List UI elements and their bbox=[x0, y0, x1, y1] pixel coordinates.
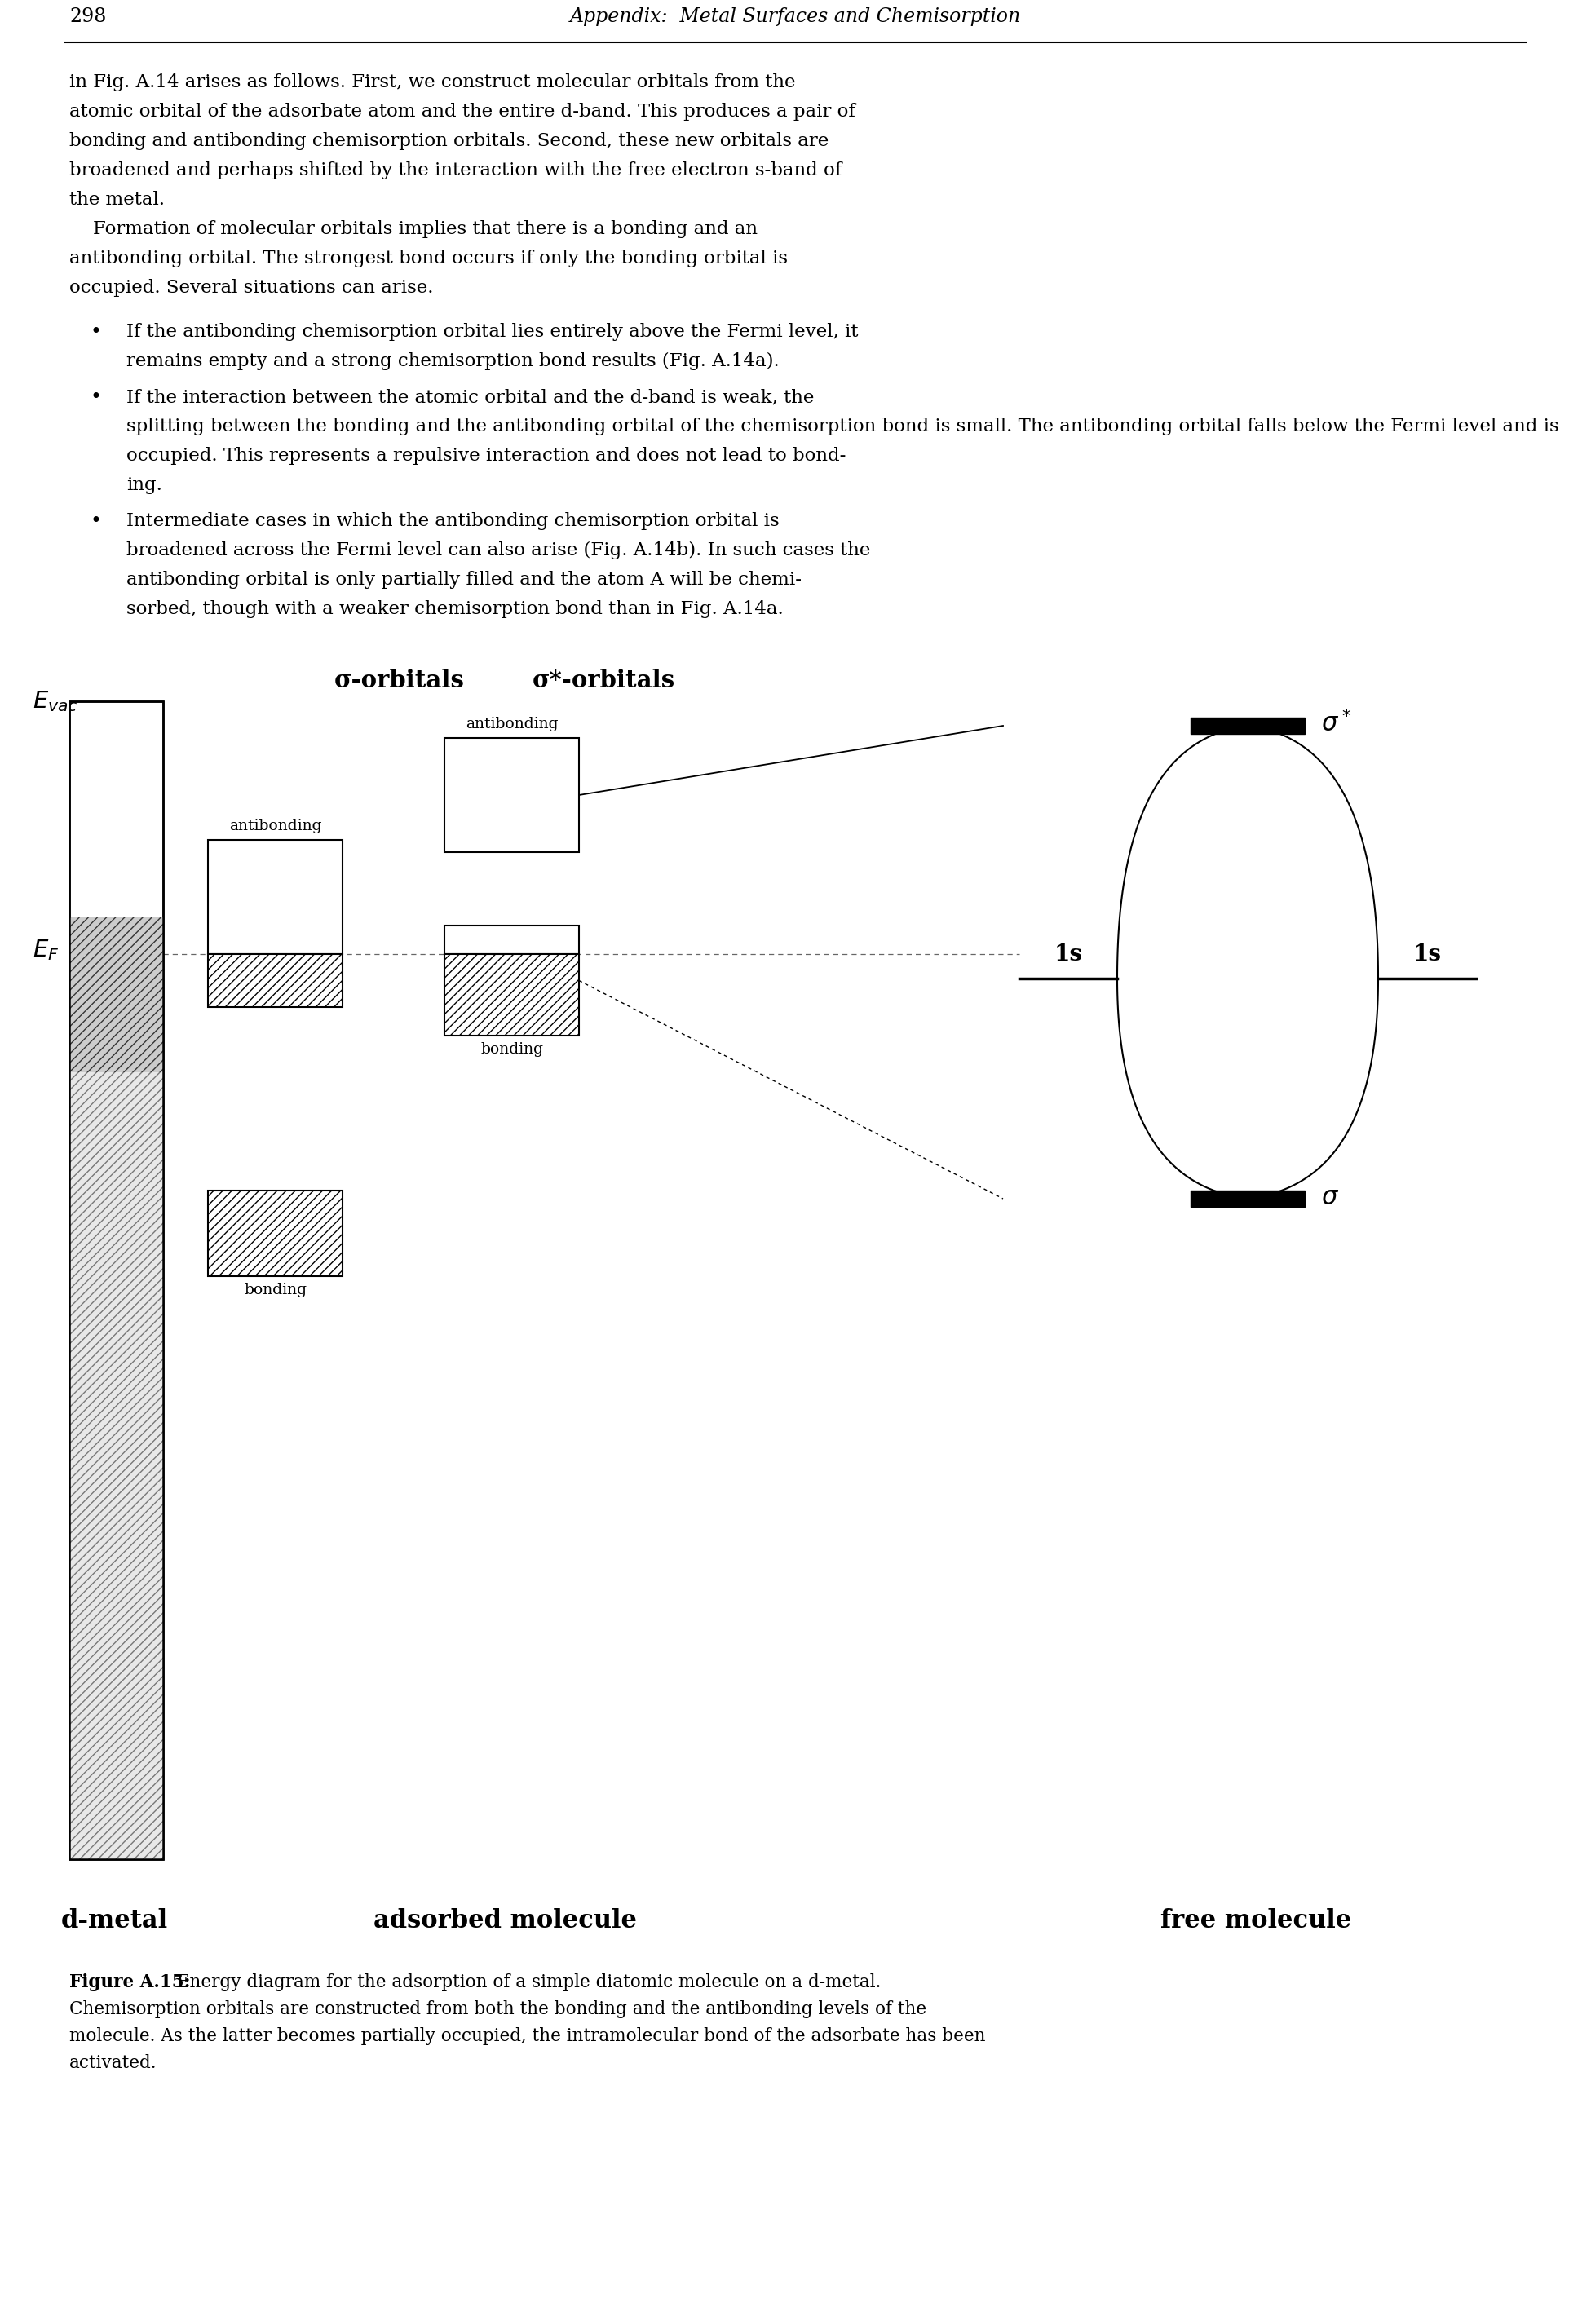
Text: Formation of molecular orbitals implies that there is a bonding and an: Formation of molecular orbitals implies … bbox=[70, 221, 757, 237]
Text: ing.: ing. bbox=[126, 476, 162, 495]
Text: $E_{vac}$: $E_{vac}$ bbox=[33, 690, 78, 713]
Text: splitting between the bonding and the antibonding orbital of the chemisorption b: splitting between the bonding and the an… bbox=[126, 418, 1559, 435]
Text: 1s: 1s bbox=[1053, 944, 1082, 964]
Text: $\sigma$: $\sigma$ bbox=[1321, 1185, 1340, 1211]
Text: Chemisorption orbitals are constructed from both the bonding and the antibonding: Chemisorption orbitals are constructed f… bbox=[70, 2001, 926, 2017]
Text: $\sigma^*$: $\sigma^*$ bbox=[1321, 711, 1351, 737]
Text: bonding: bonding bbox=[480, 1041, 543, 1057]
Text: •: • bbox=[89, 511, 100, 530]
Text: $E_F$: $E_F$ bbox=[33, 939, 59, 962]
Text: sorbed, though with a weaker chemisorption bond than in Fig. A.14a.: sorbed, though with a weaker chemisorpti… bbox=[126, 600, 783, 618]
Text: antibonding: antibonding bbox=[466, 716, 558, 732]
Text: broadened across the Fermi level can also arise (Fig. A.14b). In such cases the: broadened across the Fermi level can als… bbox=[126, 541, 870, 560]
Bar bbox=[208, 1190, 342, 1276]
Text: free molecule: free molecule bbox=[1160, 1908, 1351, 1934]
Text: •: • bbox=[89, 323, 100, 342]
Text: σ*-orbitals: σ*-orbitals bbox=[531, 669, 675, 693]
Text: antibonding orbital. The strongest bond occurs if only the bonding orbital is: antibonding orbital. The strongest bond … bbox=[70, 249, 788, 267]
Text: antibonding: antibonding bbox=[229, 818, 321, 834]
Text: bonding and antibonding chemisorption orbitals. Second, these new orbitals are: bonding and antibonding chemisorption or… bbox=[70, 132, 829, 151]
Text: activated.: activated. bbox=[70, 2054, 158, 2073]
Text: remains empty and a strong chemisorption bond results (Fig. A.14a).: remains empty and a strong chemisorption… bbox=[126, 353, 780, 370]
Text: If the antibonding chemisorption orbital lies entirely above the Fermi level, it: If the antibonding chemisorption orbital… bbox=[126, 323, 858, 342]
Text: •: • bbox=[89, 388, 100, 407]
Bar bbox=[444, 739, 579, 853]
Text: σ-orbitals: σ-orbitals bbox=[334, 669, 465, 693]
Bar bbox=[444, 925, 579, 955]
Bar bbox=[70, 702, 164, 1859]
Bar bbox=[70, 1071, 164, 1859]
Text: the metal.: the metal. bbox=[70, 191, 165, 209]
Text: If the interaction between the atomic orbital and the d-band is weak, the: If the interaction between the atomic or… bbox=[126, 388, 815, 407]
Text: adsorbed molecule: adsorbed molecule bbox=[374, 1908, 638, 1934]
Text: antibonding orbital is only partially filled and the atom A will be chemi-: antibonding orbital is only partially fi… bbox=[126, 572, 802, 588]
Bar bbox=[1190, 1190, 1305, 1206]
Bar bbox=[208, 955, 342, 1006]
Text: occupied. This represents a repulsive interaction and does not lead to bond-: occupied. This represents a repulsive in… bbox=[126, 446, 846, 465]
Text: in Fig. A.14 arises as follows. First, we construct molecular orbitals from the: in Fig. A.14 arises as follows. First, w… bbox=[70, 74, 796, 91]
Text: bonding: bonding bbox=[243, 1283, 307, 1297]
Text: molecule. As the latter becomes partially occupied, the intramolecular bond of t: molecule. As the latter becomes partiall… bbox=[70, 2027, 985, 2045]
Text: d-metal: d-metal bbox=[60, 1908, 167, 1934]
Text: 298: 298 bbox=[70, 7, 107, 26]
Text: Figure A.15:: Figure A.15: bbox=[70, 1973, 191, 1992]
Text: Appendix:  Metal Surfaces and Chemisorption: Appendix: Metal Surfaces and Chemisorpti… bbox=[570, 7, 1021, 26]
Text: atomic orbital of the adsorbate atom and the entire d-band. This produces a pair: atomic orbital of the adsorbate atom and… bbox=[70, 102, 856, 121]
Text: Energy diagram for the adsorption of a simple diatomic molecule on a d-metal.: Energy diagram for the adsorption of a s… bbox=[172, 1973, 881, 1992]
Text: occupied. Several situations can arise.: occupied. Several situations can arise. bbox=[70, 279, 433, 297]
Text: broadened and perhaps shifted by the interaction with the free electron s-band o: broadened and perhaps shifted by the int… bbox=[70, 160, 842, 179]
Bar bbox=[208, 839, 342, 955]
Bar bbox=[70, 918, 164, 1071]
Text: 1s: 1s bbox=[1413, 944, 1441, 964]
Bar bbox=[1190, 718, 1305, 734]
Text: Intermediate cases in which the antibonding chemisorption orbital is: Intermediate cases in which the antibond… bbox=[126, 511, 780, 530]
Bar bbox=[444, 955, 579, 1037]
Bar bbox=[70, 702, 164, 1859]
